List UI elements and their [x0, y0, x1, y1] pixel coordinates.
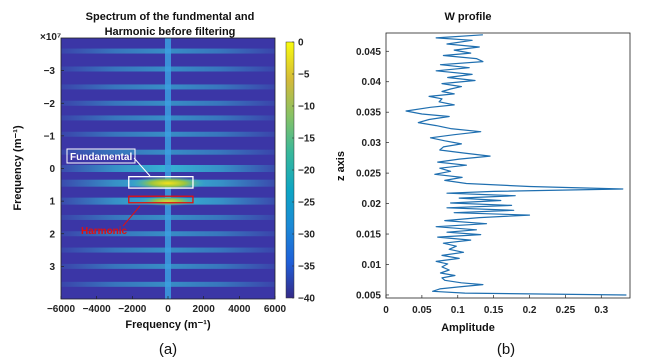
w-profile-title: W profile	[444, 11, 491, 23]
spectrum-x-tick-label: 6000	[264, 304, 287, 315]
colorbar-tick-label: −35	[298, 262, 315, 273]
vertical-ridge	[165, 38, 171, 299]
colorbar-tick-label: −10	[298, 102, 315, 113]
spectrum-y-tick-label: −3	[44, 66, 56, 77]
w-profile-frame	[385, 32, 631, 299]
w-profile-x-ticks: 0 0.05 0.1 0.15 0.2 0.25 0.3	[383, 295, 609, 316]
w-profile-y-tick-label: 0.04	[362, 77, 382, 88]
w-profile-y-ticks: 0.005 0.01 0.015 0.02 0.025 0.03 0.035 0.04 0.04…	[356, 47, 389, 301]
fundamental-label-frame	[66, 148, 136, 164]
w-profile-y-tick-label: 0.01	[362, 260, 382, 271]
spectrum-x-tick-label: −6000	[47, 304, 76, 315]
spectrum-x-tick-label: 0	[165, 304, 171, 315]
fundamental-hotspot	[130, 176, 206, 191]
spectrum-y-tick-label: 0	[49, 164, 55, 175]
w-profile-y-tick-label: 0.02	[362, 199, 382, 210]
w-profile-y-tick-label: 0.015	[356, 230, 381, 241]
w-profile-y-label: z axis	[335, 151, 347, 181]
colorbar-tick-label: 0	[298, 38, 304, 49]
w-profile-y-tick-label: 0.03	[362, 138, 382, 149]
caption-b: (b)	[497, 341, 515, 358]
fundamental-label-text: Fundamental	[70, 152, 132, 163]
caption-a: (a)	[159, 341, 177, 358]
spectrum-y-label: Frequency (m⁻¹)	[12, 125, 24, 211]
harmonic-box	[128, 195, 194, 204]
spectrum-y-tick-label: 1	[49, 197, 55, 208]
spectrum-y-tick-label: −2	[44, 99, 56, 110]
spectrum-title-line-2: Harmonic before filtering	[105, 26, 236, 38]
harmonic-hotspot	[138, 196, 198, 207]
colorbar-tick-label: −25	[298, 198, 315, 209]
fundamental-box	[128, 176, 194, 189]
spectrum-y-tick-label: 2	[49, 229, 55, 240]
w-profile-y-tick-label: 0.005	[356, 290, 381, 301]
w-profile-x-tick-label: 0.15	[484, 305, 504, 316]
w-profile-x-tick-label: 0.25	[556, 305, 576, 316]
w-profile-panel: W profile 0 0.05 0.1 0.15 0.2 0.25 0.3 0.0050.…	[335, 11, 631, 358]
heatmap-area	[61, 38, 275, 299]
w-profile-x-tick-label: 0	[383, 305, 389, 316]
spectrum-x-tick-label: −2000	[118, 304, 147, 315]
fundamental-label: Fundamental	[66, 148, 136, 164]
w-profile-y-tick-label: 0.045	[356, 47, 381, 58]
w-profile-x-tick-label: 0.3	[594, 305, 608, 316]
y-multiplier: ×10⁷	[40, 32, 61, 43]
w-profile-x-label: Amplitude	[441, 322, 495, 334]
colorbar-tick-label: −40	[298, 294, 315, 305]
w-profile-line	[405, 34, 627, 296]
w-profile-y-tick-label: 0.025	[356, 169, 381, 180]
spectrum-x-tick-label: −4000	[83, 304, 112, 315]
w-profile-x-tick-label: 0.1	[451, 305, 465, 316]
spectrum-y-tick-label: −1	[44, 131, 56, 142]
spectrum-y-tick-label: 3	[49, 262, 55, 273]
harmonic-arrow	[122, 205, 141, 227]
w-profile-x-tick-label: 0.05	[412, 305, 432, 316]
spectrum-x-ticks: −6000 −4000 −2000 0 2000 4000 6000	[47, 296, 287, 315]
colorbar-tick-label: −20	[298, 166, 315, 177]
colorbar-ticks: 0 −5 −10 −15 −20 −25 −30 −35 −40	[292, 38, 315, 305]
w-profile-y-tick-label: 0.035	[356, 108, 381, 119]
spectrum-x-tick-label: 2000	[193, 304, 216, 315]
fundamental-arrow	[133, 157, 151, 177]
spectrum-panel: Spectrum of the fundmental and Harmonic …	[12, 11, 315, 358]
spectrum-x-label: Frequency (m⁻¹)	[125, 319, 211, 331]
colorbar-tick-label: −30	[298, 230, 315, 241]
spectrum-x-tick-label: 4000	[228, 304, 251, 315]
spectrum-title-line-1: Spectrum of the fundmental and	[86, 11, 255, 23]
w-profile-x-tick-label: 0.2	[523, 305, 537, 316]
colorbar-tick-label: −5	[298, 70, 310, 81]
spectrum-y-ticks: −3 −2 −1 0 1 2 3	[44, 66, 64, 273]
harmonic-label-text: Harmonic	[81, 226, 128, 237]
colorbar-tick-label: −15	[298, 134, 315, 145]
